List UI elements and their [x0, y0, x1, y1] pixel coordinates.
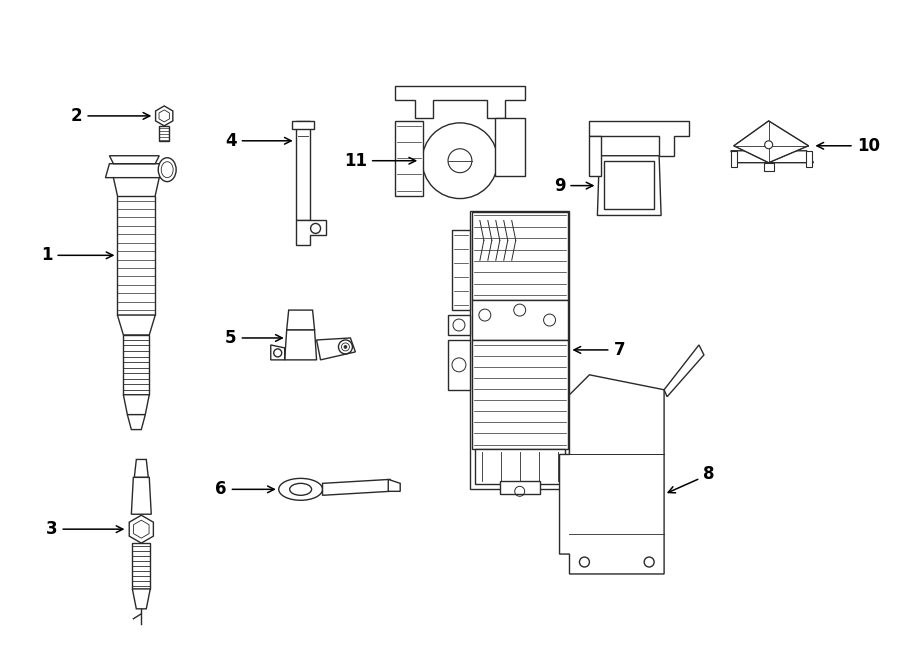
Polygon shape [296, 121, 310, 221]
Polygon shape [130, 515, 153, 543]
Text: 2: 2 [71, 107, 149, 125]
Polygon shape [470, 210, 570, 489]
Text: 11: 11 [344, 152, 416, 170]
Polygon shape [764, 163, 774, 171]
Polygon shape [159, 126, 169, 141]
Polygon shape [105, 164, 163, 178]
Polygon shape [388, 479, 400, 491]
Polygon shape [472, 340, 568, 449]
Polygon shape [123, 395, 149, 414]
Circle shape [422, 123, 498, 198]
Polygon shape [322, 479, 391, 495]
Text: 3: 3 [46, 520, 123, 538]
Polygon shape [495, 118, 525, 176]
Ellipse shape [279, 479, 322, 500]
Text: 1: 1 [41, 247, 112, 264]
Text: 7: 7 [574, 341, 626, 359]
Circle shape [765, 141, 772, 149]
Polygon shape [475, 449, 564, 485]
Polygon shape [117, 315, 155, 335]
Polygon shape [284, 330, 317, 360]
Polygon shape [590, 136, 601, 176]
Text: 6: 6 [215, 481, 274, 498]
Polygon shape [448, 315, 470, 335]
Polygon shape [395, 86, 525, 118]
Polygon shape [731, 151, 814, 163]
Polygon shape [448, 340, 470, 390]
Polygon shape [395, 121, 423, 196]
Text: 9: 9 [554, 176, 593, 194]
Text: 4: 4 [225, 132, 292, 150]
Polygon shape [110, 156, 159, 164]
Text: 8: 8 [668, 465, 715, 493]
Text: 5: 5 [225, 329, 283, 347]
Polygon shape [590, 121, 689, 156]
Polygon shape [134, 459, 148, 477]
Polygon shape [734, 121, 808, 163]
Polygon shape [156, 106, 173, 126]
Ellipse shape [344, 346, 346, 348]
Polygon shape [271, 345, 284, 360]
Polygon shape [287, 310, 315, 330]
Polygon shape [664, 345, 704, 397]
Polygon shape [472, 212, 568, 300]
Polygon shape [598, 156, 662, 215]
Polygon shape [292, 121, 313, 129]
Polygon shape [132, 543, 150, 589]
Polygon shape [560, 375, 664, 574]
Polygon shape [123, 335, 149, 395]
Ellipse shape [290, 483, 311, 495]
Polygon shape [128, 414, 145, 430]
Polygon shape [806, 151, 813, 167]
Ellipse shape [158, 158, 176, 182]
Polygon shape [131, 477, 151, 514]
Polygon shape [317, 338, 356, 360]
Polygon shape [117, 196, 155, 315]
Text: 10: 10 [817, 137, 879, 155]
Polygon shape [132, 589, 150, 609]
Polygon shape [500, 481, 540, 494]
Polygon shape [452, 231, 470, 310]
Polygon shape [296, 221, 326, 245]
Polygon shape [731, 151, 737, 167]
Polygon shape [472, 300, 568, 340]
